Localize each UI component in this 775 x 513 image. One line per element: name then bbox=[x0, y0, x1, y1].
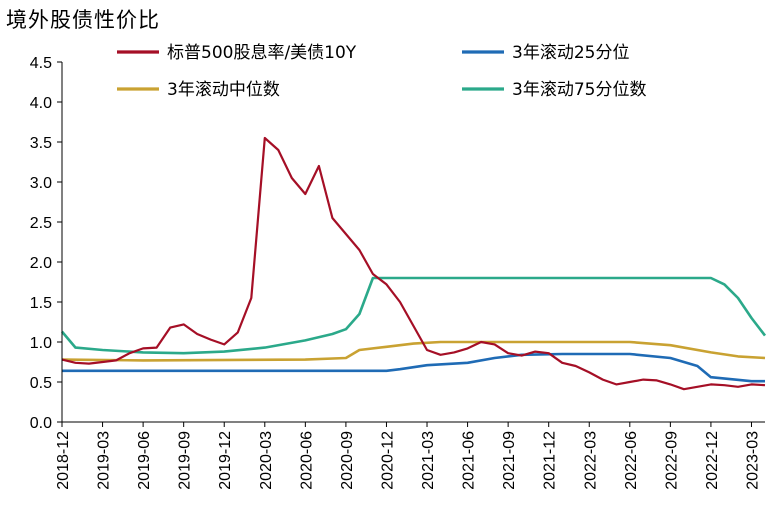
y-tick-label: 4.0 bbox=[30, 95, 52, 112]
y-tick-label: 4.5 bbox=[30, 55, 52, 72]
series-line-3 bbox=[61, 340, 766, 362]
x-tick-label: 2023-03 bbox=[744, 431, 761, 490]
legend: 标普500股息率/美债10Y 3年滚动25分位 3年滚动中位数 3年滚动75分位数 bbox=[117, 43, 646, 100]
x-tick-label: 2021-03 bbox=[420, 431, 437, 490]
x-tick-label: 2018-12 bbox=[55, 431, 72, 490]
x-tick-label: 2019-12 bbox=[217, 431, 234, 490]
series-line-1 bbox=[61, 136, 766, 391]
legend-label-2: 3年滚动25分位 bbox=[512, 43, 629, 63]
x-tick-label: 2020-06 bbox=[298, 431, 315, 490]
x-tick-label: 2020-12 bbox=[379, 431, 396, 490]
x-tick-label: 2019-09 bbox=[177, 431, 194, 490]
x-tick-label: 2019-03 bbox=[96, 431, 113, 490]
plot-area bbox=[61, 136, 767, 391]
series-line-2 bbox=[62, 352, 765, 383]
x-tick-label: 2020-03 bbox=[258, 431, 275, 490]
x-tick-label: 2022-12 bbox=[704, 431, 721, 490]
y-tick-label: 3.5 bbox=[30, 135, 52, 152]
x-tick-label: 2021-12 bbox=[542, 431, 559, 490]
y-tick-label: 1.5 bbox=[30, 295, 52, 312]
x-tick-label: 2021-09 bbox=[501, 431, 518, 490]
y-tick-label: 0.0 bbox=[30, 415, 52, 432]
legend-label-3: 3年滚动中位数 bbox=[167, 80, 280, 100]
x-tick-label: 2019-06 bbox=[136, 431, 153, 490]
legend-label-4: 3年滚动75分位数 bbox=[512, 80, 646, 100]
legend-label-1: 标普500股息率/美债10Y bbox=[167, 43, 357, 63]
x-tick-label: 2022-06 bbox=[623, 431, 640, 490]
x-tick-label: 2022-03 bbox=[582, 431, 599, 490]
series-line-4 bbox=[61, 276, 767, 355]
y-tick-label: 1.0 bbox=[30, 335, 52, 352]
y-tick-label: 0.5 bbox=[30, 375, 52, 392]
axes: 0.0 0.5 1.0 1.5 2.0 2.5 3.0 3.5 4.0 4.5 2018-12 201… bbox=[30, 55, 765, 490]
x-tick-label: 2022-09 bbox=[663, 431, 680, 490]
x-tick-label: 2020-09 bbox=[339, 431, 356, 490]
y-tick-label: 3.0 bbox=[30, 175, 52, 192]
chart-title: 境外股债性价比 bbox=[6, 8, 160, 32]
x-tick-label: 2021-06 bbox=[461, 431, 478, 490]
y-tick-label: 2.0 bbox=[30, 255, 52, 272]
y-tick-label: 2.5 bbox=[30, 215, 52, 232]
